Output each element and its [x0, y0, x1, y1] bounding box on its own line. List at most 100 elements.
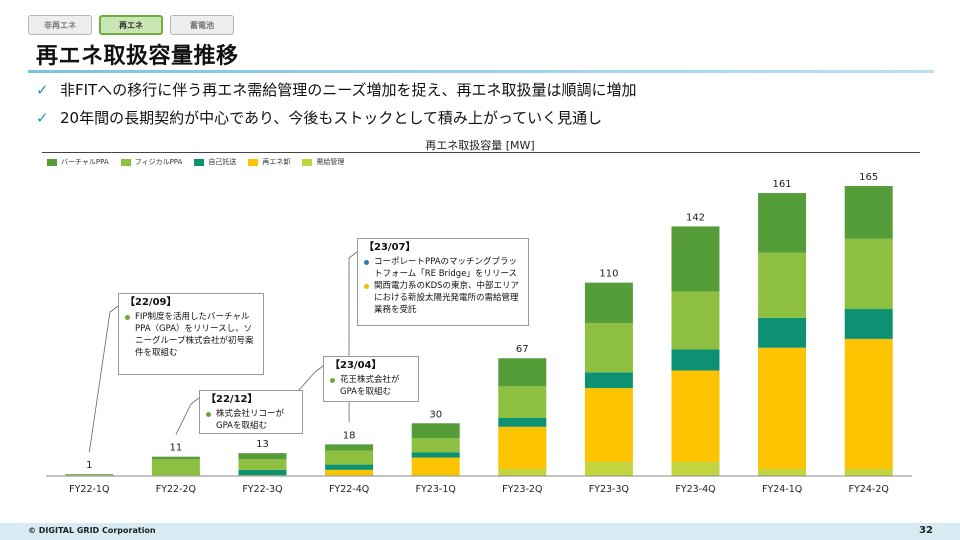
bar-segment	[238, 459, 287, 470]
legend-item-re-wholesale: 再エネ卸	[248, 157, 290, 167]
bar-segment	[584, 461, 633, 476]
annotation-head: 【23/04】	[330, 360, 382, 371]
annotation-item: FIP制度を活用したバーチャルPPA（GPA）をリリースし、ソニーグループ株式会…	[125, 311, 257, 359]
bar-segment	[671, 370, 720, 462]
tab-battery[interactable]: 蓄電池	[170, 15, 234, 35]
total-label: 165	[859, 172, 878, 183]
bar-segment	[671, 461, 720, 476]
legend-item-physical-ppa: フィジカルPPA	[120, 157, 183, 167]
bar-segment	[844, 309, 893, 339]
bar-segment	[411, 452, 460, 458]
legend-label: 再エネ卸	[262, 158, 291, 166]
bar-segment	[325, 464, 374, 470]
x-tick-label: FY24-2Q	[849, 484, 889, 495]
bullet-text: 非FITへの移行に伴う再エネ需給管理のニーズ増加を捉え、再エネ取扱量は順調に増加	[60, 81, 637, 99]
total-label: 13	[256, 439, 269, 450]
bar-segment	[758, 347, 807, 469]
bullet-point: ✓ 20年間の長期契約が中心であり、今後もストックとして積み上がっていく見通し	[36, 107, 602, 128]
legend-swatch	[47, 158, 57, 166]
annotation-text: 花王株式会社がGPAを取組む	[340, 375, 400, 397]
bar-segment	[844, 238, 893, 310]
tab-non-renewable[interactable]: 非再エネ	[28, 15, 92, 35]
bar-segment	[65, 474, 114, 476]
x-tick-label: FY22-4Q	[329, 484, 369, 495]
bar-segment	[584, 388, 633, 462]
total-label: 11	[170, 443, 183, 454]
legend-label: 需給管理	[316, 158, 345, 166]
legend-item-self-wheeling: 自己託送	[194, 157, 236, 167]
bar-segment	[671, 226, 720, 292]
legend-item-supply-demand: 需給管理	[302, 157, 344, 167]
tab-renewable[interactable]: 再エネ	[99, 15, 163, 35]
bullet-dot-icon	[330, 378, 335, 383]
x-tick-label: FY22-3Q	[242, 484, 282, 495]
annotation-22-09: 【22/09】 FIP制度を活用したバーチャルPPA（GPA）をリリースし、ソニ…	[118, 293, 264, 375]
legend-swatch	[120, 158, 131, 166]
bar-segment	[584, 372, 633, 389]
bar-segment	[498, 386, 547, 418]
bar-segment	[671, 349, 720, 371]
annotation-23-07: 【23/07】 コーポレートPPAのマッチングプラットフォーム「RE Bridg…	[357, 238, 529, 326]
annotation-22-12: 【22/12】 株式会社リコーがGPAを取組む	[199, 390, 303, 434]
annotation-item: コーポレートPPAのマッチングプラットフォーム「RE Bridge」をリリース	[364, 256, 522, 280]
x-tick-label: FY22-1Q	[69, 484, 109, 495]
category-tabs: 非再エネ 再エネ 蓄電池	[28, 15, 234, 35]
bar-segment	[238, 469, 287, 476]
bullet-dot-icon	[125, 315, 130, 320]
bar-segment	[151, 459, 200, 476]
check-icon: ✓	[36, 80, 49, 99]
legend-swatch	[194, 158, 205, 166]
copyright: © DIGITAL GRID Corporation	[28, 526, 156, 535]
x-tick-label: FY23-4Q	[675, 484, 715, 495]
chart-legend: バーチャルPPA フィジカルPPA 自己託送 再エネ卸 需給管理	[47, 157, 344, 167]
annotation-head: 【22/09】	[125, 297, 177, 308]
chart-title: 再エネ取扱容量 [MW]	[425, 139, 535, 152]
total-label: 142	[686, 212, 705, 223]
footer-bar: © DIGITAL GRID Corporation 32	[0, 523, 960, 540]
bar-segment	[325, 450, 374, 465]
title-underline	[28, 70, 934, 73]
bar-segment	[671, 291, 720, 350]
bar-segment	[238, 453, 287, 460]
annotation-head: 【22/12】	[206, 394, 258, 405]
x-tick-label: FY23-3Q	[589, 484, 629, 495]
annotation-text: 関西電力系のKDSの東京、中部エリアにおける新設太陽光発電所の需給管理業務を受託	[374, 281, 520, 315]
total-label: 30	[429, 409, 442, 420]
bar-segment	[758, 252, 807, 318]
total-label: 161	[773, 179, 792, 190]
total-label: 18	[343, 430, 356, 441]
annotation-leader-line	[88, 305, 119, 453]
bar-segment	[411, 423, 460, 439]
annotation-text: コーポレートPPAのマッチングプラットフォーム「RE Bridge」をリリース	[374, 257, 518, 279]
bar-segment	[844, 468, 893, 476]
bar-segment	[844, 186, 893, 239]
annotation-item: 株式会社リコーがGPAを取組む	[206, 408, 296, 432]
x-tick-label: FY23-1Q	[416, 484, 456, 495]
page-number: 32	[919, 525, 933, 536]
bar-segment	[151, 456, 200, 460]
bar-segment	[584, 282, 633, 324]
bullet-dot-icon	[206, 412, 211, 417]
legend-swatch	[248, 158, 259, 166]
legend-label: フィジカルPPA	[134, 158, 183, 166]
legend-item-virtual-ppa: バーチャルPPA	[47, 157, 109, 167]
x-tick-label: FY22-2Q	[156, 484, 196, 495]
bullet-dot-icon	[364, 260, 369, 265]
annotation-23-04: 【23/04】 花王株式会社がGPAを取組む	[323, 356, 419, 402]
x-tick-label: FY24-1Q	[762, 484, 802, 495]
annotation-leader-line	[175, 397, 200, 435]
bar-segment	[411, 457, 460, 476]
bar-segment	[758, 317, 807, 348]
annotation-head: 【23/07】	[364, 242, 416, 253]
bar-segment	[498, 426, 547, 469]
bar-segment	[844, 338, 893, 469]
check-icon: ✓	[36, 108, 49, 127]
annotation-text: 株式会社リコーがGPAを取組む	[216, 409, 285, 431]
bar-segment	[325, 444, 374, 451]
bar-segment	[498, 468, 547, 476]
bar-segment	[498, 358, 547, 387]
bar-segment	[498, 418, 547, 427]
legend-label: バーチャルPPA	[61, 158, 109, 166]
bar-segment	[758, 468, 807, 476]
